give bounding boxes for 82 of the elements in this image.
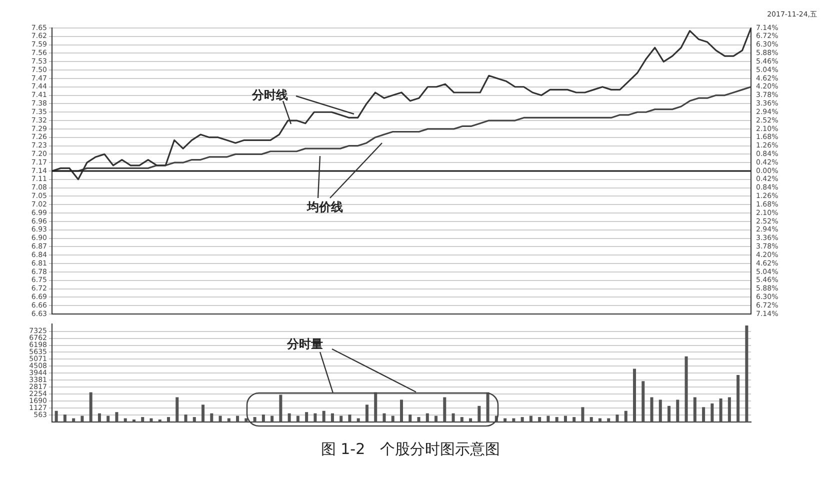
bar [54, 410, 58, 422]
bar [460, 417, 464, 422]
bar [684, 356, 688, 422]
bar [218, 416, 222, 422]
bar [624, 410, 628, 422]
bar [314, 413, 317, 422]
bar [538, 417, 542, 422]
bar [176, 397, 179, 422]
bar [504, 418, 507, 422]
bar [322, 410, 326, 422]
bar [719, 398, 722, 422]
bar [668, 406, 671, 422]
bar [262, 414, 265, 422]
bar [374, 392, 378, 422]
bar [598, 418, 602, 422]
bar [572, 417, 576, 422]
bar [210, 413, 214, 422]
text: 分时量 [286, 337, 323, 352]
caption: 图 1-2 个股分时图示意图 [320, 440, 502, 459]
bar [270, 416, 274, 422]
bar [443, 397, 446, 422]
bar [590, 417, 593, 422]
text: 均价线 [306, 200, 343, 214]
bar [452, 413, 455, 422]
bar [616, 414, 619, 422]
bar [676, 400, 680, 422]
bar [305, 412, 308, 422]
bar [486, 392, 490, 422]
bar [693, 397, 696, 422]
bar [124, 418, 127, 422]
bar [296, 416, 300, 422]
bar [520, 417, 524, 422]
bar [391, 416, 394, 422]
bar [607, 418, 610, 422]
bar [710, 403, 714, 422]
bar [115, 412, 118, 422]
bar [736, 374, 740, 422]
bar [202, 404, 205, 422]
bar [658, 400, 662, 422]
bar [728, 397, 731, 422]
bar [72, 418, 76, 422]
bar [382, 413, 386, 422]
bar [80, 416, 84, 422]
bar [141, 417, 144, 422]
bar [632, 368, 636, 422]
bar [426, 413, 429, 422]
bar [279, 394, 282, 422]
series-label: 分时线 [251, 88, 288, 102]
bar [702, 407, 706, 422]
bar [417, 417, 420, 422]
bar [478, 406, 481, 422]
bar [555, 417, 558, 422]
bar [469, 418, 472, 422]
bar [546, 416, 550, 422]
bar [365, 404, 368, 422]
bar [288, 413, 291, 422]
bar [564, 416, 567, 422]
bar [529, 416, 532, 422]
bar [581, 407, 584, 422]
bar [642, 381, 645, 422]
bar [745, 325, 748, 422]
bar [184, 414, 188, 422]
bar [106, 416, 110, 422]
bar [244, 418, 248, 422]
bar [166, 417, 170, 422]
bar [89, 392, 92, 422]
bar [340, 416, 343, 422]
bar [192, 417, 196, 422]
bar [408, 414, 412, 422]
bar [400, 400, 404, 422]
bar [253, 417, 256, 422]
bar [150, 418, 153, 422]
bar [650, 397, 654, 422]
bar [227, 418, 230, 422]
bar [512, 418, 516, 422]
bar [434, 416, 438, 422]
bar [98, 413, 101, 422]
bar [330, 413, 334, 422]
bar [356, 418, 360, 422]
bar [236, 416, 240, 422]
bar [63, 414, 66, 422]
bar [348, 414, 352, 422]
